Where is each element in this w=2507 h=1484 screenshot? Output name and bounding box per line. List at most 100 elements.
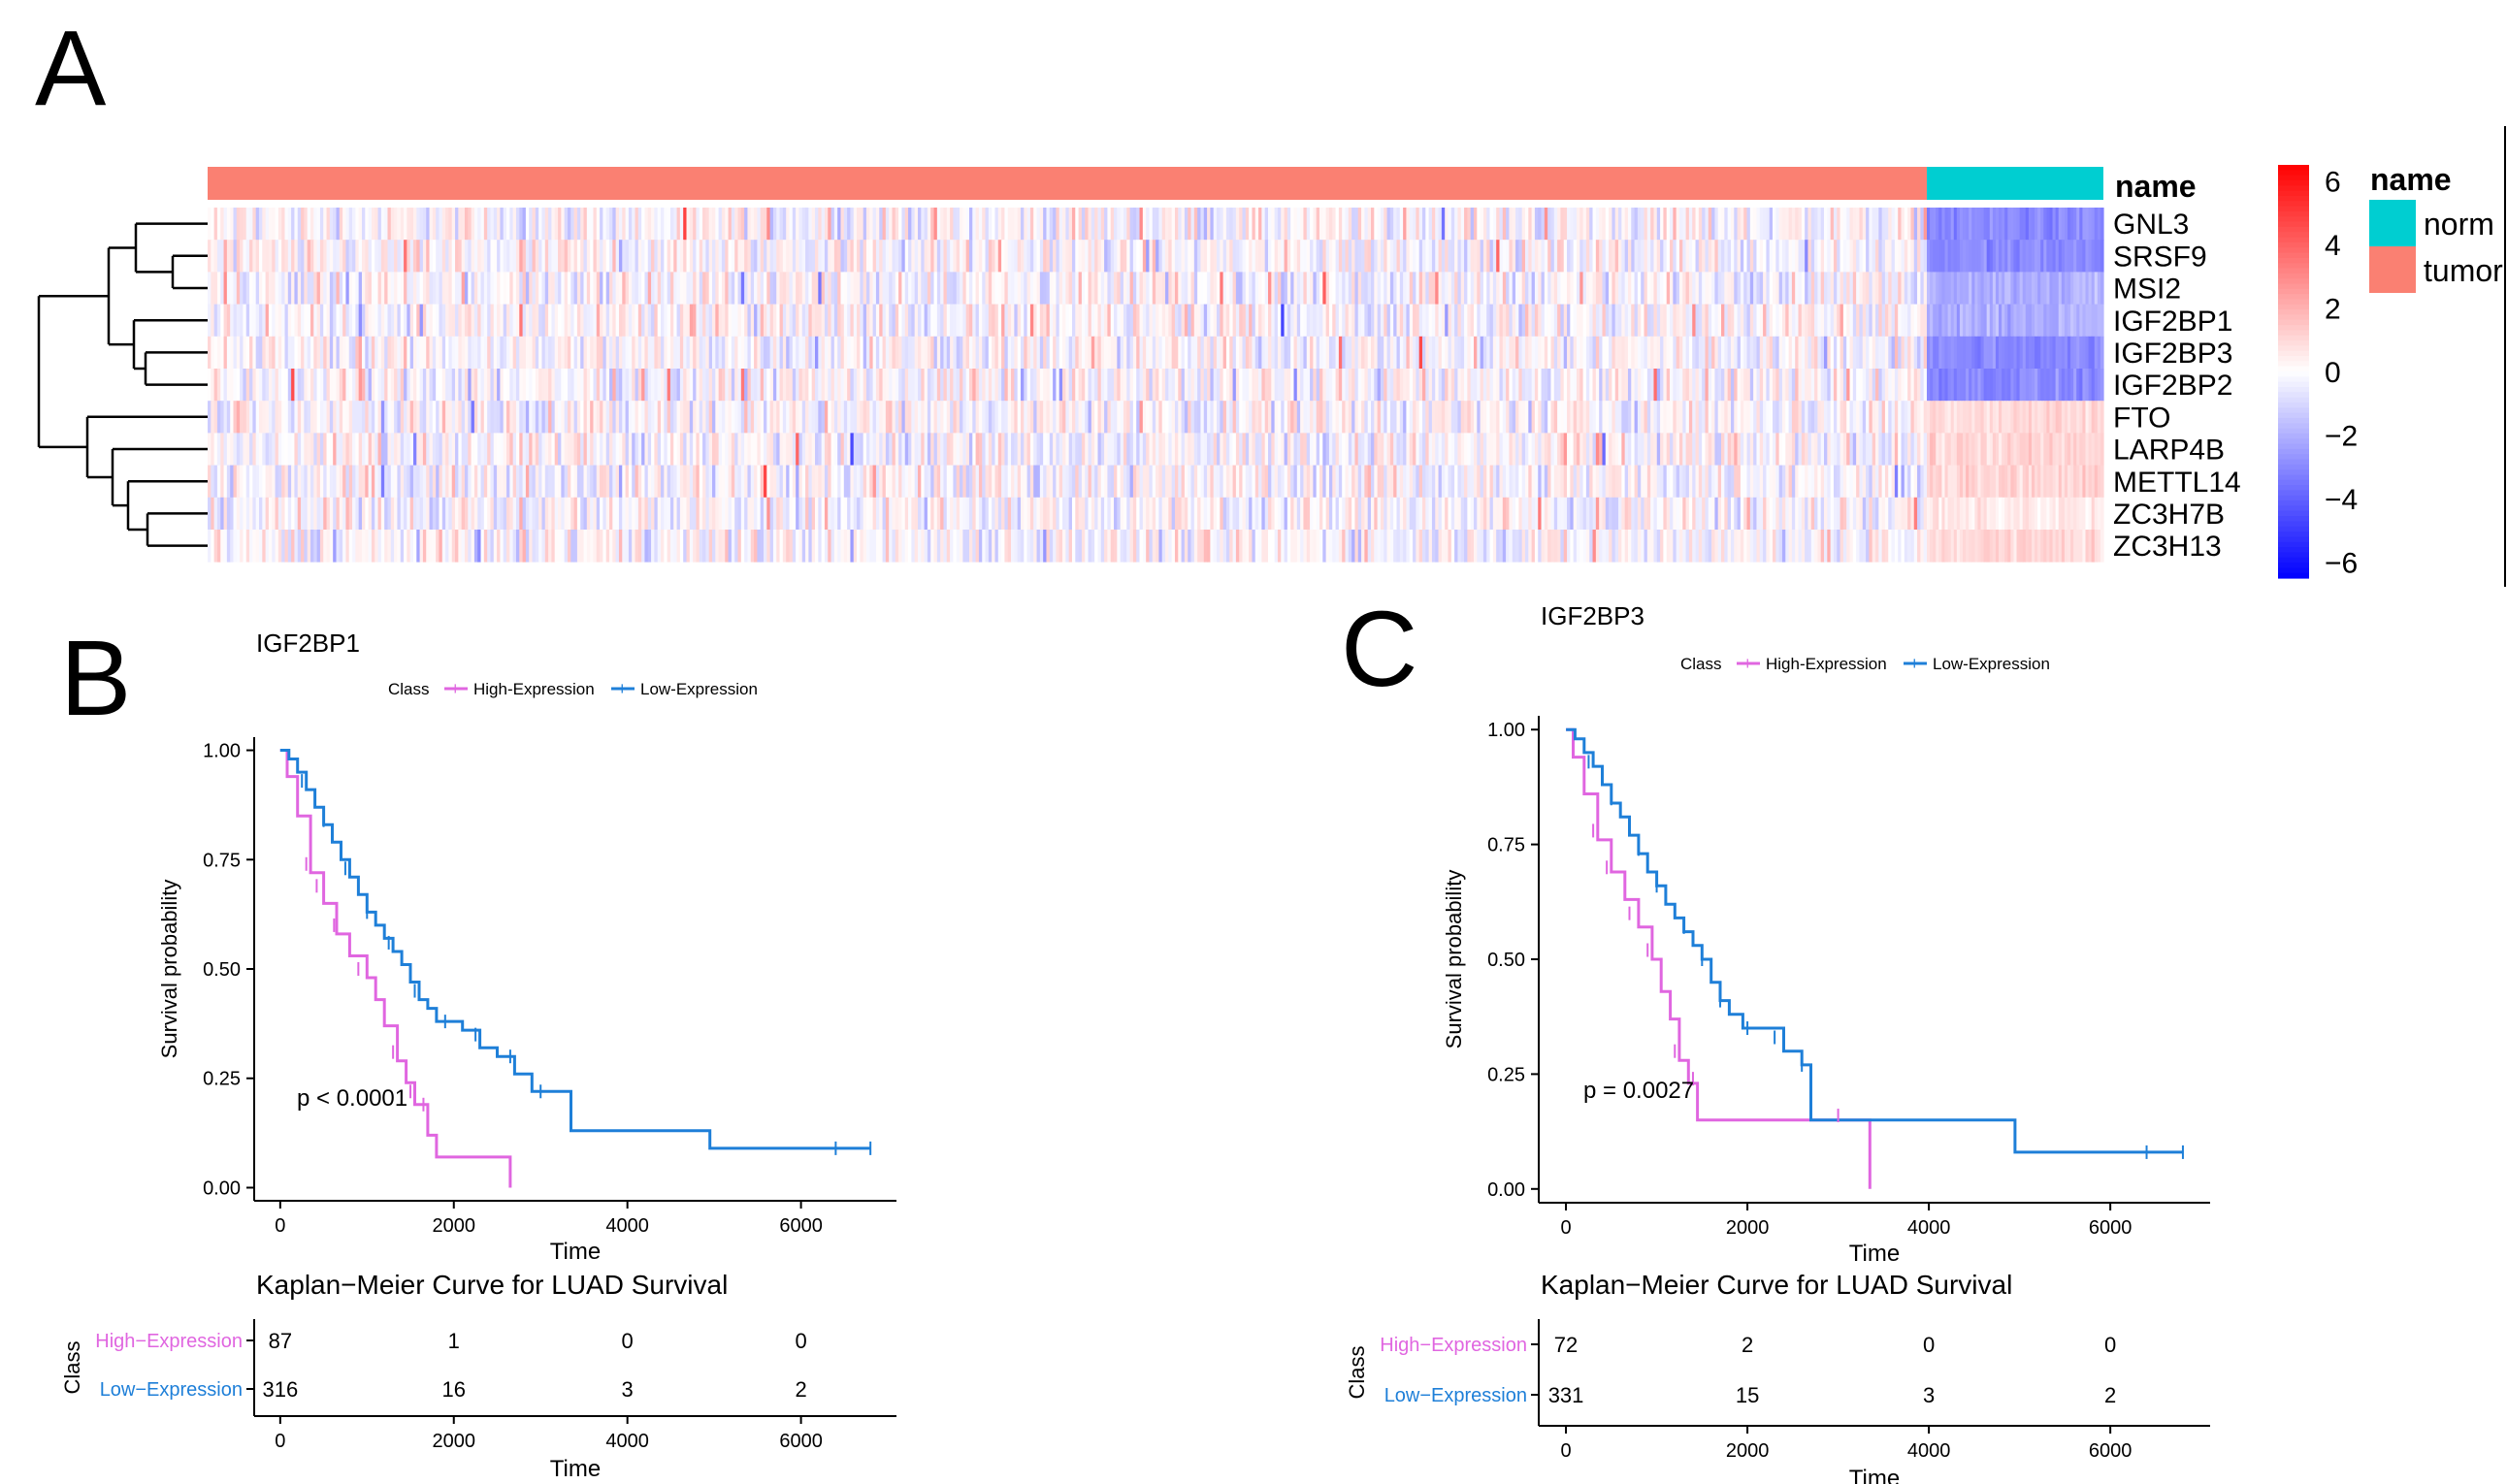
heatmap-cell: [1371, 208, 1375, 241]
heatmap-cell: [1303, 433, 1308, 466]
heatmap-cell: [304, 433, 309, 466]
heatmap-cell: [1110, 401, 1115, 434]
heatmap-cell: [728, 208, 733, 241]
heatmap-cell: [554, 433, 559, 466]
heatmap-cell: [828, 240, 832, 273]
heatmap-cell: [1020, 433, 1025, 466]
heatmap-cell: [1075, 433, 1080, 466]
heatmap-cell: [1496, 369, 1501, 402]
heatmap-cell: [605, 433, 610, 466]
heatmap-cell: [1325, 240, 1330, 273]
heatmap-cell: [355, 465, 360, 499]
heatmap-cell: [1482, 208, 1487, 241]
heatmap-cell: [872, 433, 877, 466]
heatmap-cell: [551, 208, 556, 241]
heatmap-cell: [1708, 433, 1712, 466]
heatmap-cell: [1781, 401, 1786, 434]
heatmap-cell: [1788, 208, 1793, 241]
heatmap-cell: [1612, 336, 1616, 370]
heatmap-cell: [622, 240, 627, 273]
heatmap-cell: [2094, 240, 2099, 273]
heatmap-cell: [1406, 304, 1411, 338]
heatmap-cell: [1217, 433, 1221, 466]
heatmap-cell: [1039, 336, 1044, 370]
heatmap-cell: [1332, 208, 1337, 241]
heatmap-cell: [1807, 208, 1812, 241]
heatmap-cell: [294, 465, 299, 499]
heatmap-cell: [1788, 401, 1793, 434]
heatmap-cell: [429, 272, 434, 305]
heatmap-cell: [1737, 240, 1742, 273]
heatmap-cell: [1971, 304, 1975, 338]
heatmap-cell: [1878, 208, 1883, 241]
heatmap-cell: [1676, 272, 1680, 305]
heatmap-cell: [1033, 240, 1038, 273]
heatmap-cell: [1281, 336, 1286, 370]
heatmap-cell: [394, 272, 399, 305]
heatmap-cell: [1024, 401, 1028, 434]
heatmap-cell: [1582, 240, 1587, 273]
heatmap-cell: [744, 465, 749, 499]
heatmap-cell: [1977, 433, 1982, 466]
heatmap-cell: [2046, 304, 2051, 338]
heatmap-cell: [1605, 401, 1610, 434]
heatmap-cell: [1734, 433, 1739, 466]
heatmap-cell: [365, 272, 370, 305]
heatmap-cell: [1956, 272, 1961, 305]
heatmap-cell: [1014, 272, 1019, 305]
heatmap-cell: [1158, 369, 1163, 402]
heatmap-cell: [345, 369, 350, 402]
heatmap-cell: [1004, 304, 1009, 338]
heatmap-cell: [936, 272, 941, 305]
heatmap-cell: [1692, 401, 1697, 434]
heatmap-cell: [1980, 240, 1985, 273]
heatmap-cell: [901, 240, 906, 273]
heatmap-cell: [2002, 304, 2005, 338]
heatmap-cell: [255, 465, 260, 499]
heatmap-cell: [1509, 240, 1514, 273]
heatmap-cell: [429, 401, 434, 434]
heatmap-cell: [914, 401, 919, 434]
heatmap-cell: [1817, 336, 1822, 370]
heatmap-cell: [1938, 369, 1943, 402]
heatmap-cell: [1322, 240, 1327, 273]
heatmap-cell: [333, 433, 338, 466]
heatmap-cell: [2043, 272, 2047, 305]
heatmap-cell: [1833, 272, 1838, 305]
heatmap-cell: [1393, 272, 1398, 305]
heatmap-cell: [654, 369, 659, 402]
heatmap-cell: [1550, 272, 1555, 305]
heatmap-cell: [860, 433, 864, 466]
heatmap-cell: [1277, 433, 1282, 466]
heatmap-cell: [1174, 401, 1179, 434]
heatmap-cell: [1081, 336, 1086, 370]
heatmap-cell: [329, 369, 334, 402]
heatmap-cell: [1319, 304, 1323, 338]
heatmap-cell: [394, 433, 399, 466]
heatmap-cell: [708, 465, 713, 499]
heatmap-cell: [1891, 272, 1896, 305]
heatmap-cell: [889, 433, 894, 466]
heatmap-cell: [789, 369, 794, 402]
heatmap-cell: [637, 465, 642, 499]
heatmap-cell: [464, 433, 469, 466]
heatmap-cell: [615, 208, 620, 241]
heatmap-cell: [309, 336, 314, 370]
heatmap-cell: [1798, 336, 1803, 370]
heatmap-cell: [1714, 304, 1719, 338]
heatmap-cell: [2028, 336, 2033, 370]
heatmap-cell: [1107, 240, 1112, 273]
heatmap-cell: [769, 240, 774, 273]
heatmap-cell: [1261, 272, 1266, 305]
heatmap-cell: [625, 208, 630, 241]
heatmap-cell: [2031, 369, 2035, 402]
heatmap-cell: [1534, 401, 1539, 434]
heatmap-cell: [1386, 240, 1391, 273]
heatmap-cell: [230, 208, 235, 241]
heatmap-cell: [830, 240, 835, 273]
heatmap-cell: [1213, 240, 1218, 273]
heatmap-cell: [1024, 240, 1028, 273]
heatmap-cell: [1814, 401, 1818, 434]
heatmap-cell: [857, 401, 861, 434]
heatmap-cell: [233, 304, 238, 338]
